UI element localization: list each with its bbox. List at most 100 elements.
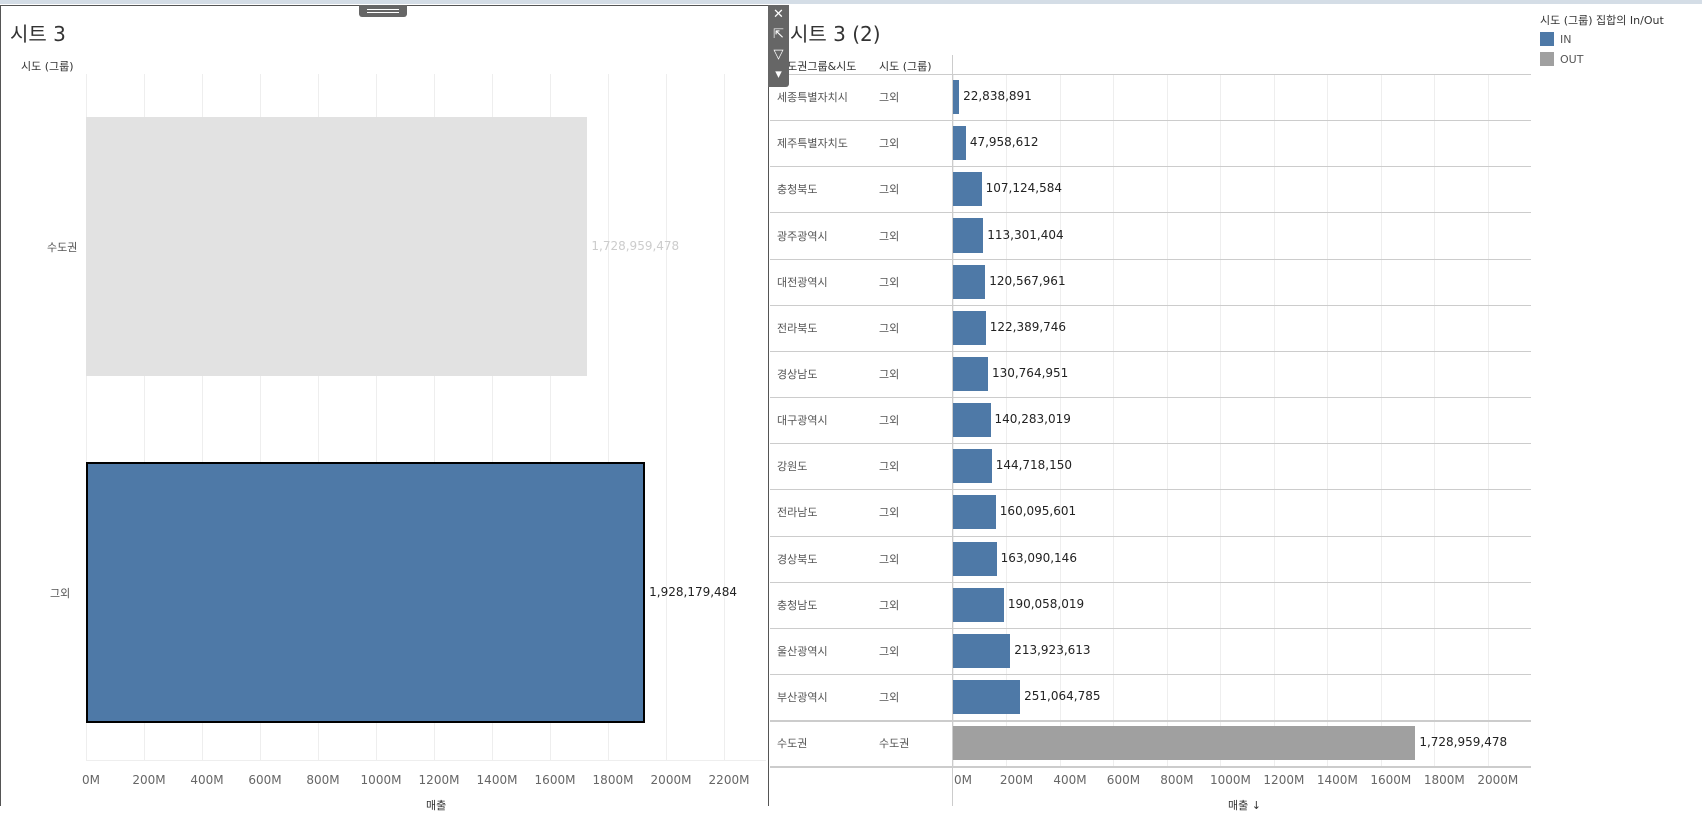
group-label[interactable]: 그외 [879,414,900,428]
bar[interactable] [953,403,991,438]
bar[interactable] [953,679,1021,715]
region-label[interactable]: 전라남도 [777,506,818,520]
x-tick-label: 2200M [708,773,750,787]
gridline [86,74,87,760]
x-tick-label: 1200M [1263,773,1305,787]
row-divider [770,304,1531,306]
group-label[interactable]: 그외 [879,552,900,566]
legend-item-in[interactable]: IN [1540,32,1664,46]
x-tick-label: 1400M [476,773,518,787]
region-label[interactable]: 울산광역시 [777,644,828,658]
row-divider [770,673,1531,675]
x-tick-label: 1200M [418,773,460,787]
bar[interactable] [953,587,1004,622]
row-divider [770,766,1531,769]
bar[interactable] [953,633,1011,668]
bar[interactable] [953,541,997,576]
bar[interactable] [953,218,984,253]
group-label[interactable]: 그외 [879,91,900,105]
group-label[interactable]: 그외 [879,598,900,612]
menu-dropdown-icon[interactable]: ▾ [775,67,782,82]
region-label[interactable]: 세종특별자치시 [777,91,848,105]
bar[interactable] [953,495,996,530]
row-divider [770,581,1531,583]
gridline [1273,74,1275,767]
sheet-title: 시트 3 [10,22,66,46]
bar[interactable] [953,80,960,115]
gridline [608,74,609,760]
gridline [202,74,203,760]
bar-value-label: 251,064,785 [1024,689,1101,704]
group-label[interactable]: 그외 [879,644,900,658]
group-label[interactable]: 그외 [879,229,900,243]
bar-value-label: 120,567,961 [989,273,1066,288]
top-border [0,0,1702,4]
filter-icon[interactable]: ▽ [773,47,784,62]
bar-value-label: 1,928,179,484 [649,584,737,599]
group-label[interactable]: 그외 [879,321,900,335]
bar-value-label: 122,389,746 [989,319,1067,334]
group-label[interactable]: 수도권 [879,737,910,751]
bar-value-label: 163,090,146 [1000,550,1077,565]
region-label[interactable]: 제주특별자치도 [777,137,848,151]
group-label[interactable]: 그외 [879,183,900,197]
row-divider [770,397,1531,399]
x-tick-label: 800M [306,773,340,787]
bar[interactable] [86,117,588,376]
row-divider [770,627,1531,629]
column-header-group: 시도 (그룹) [879,60,932,73]
gridline [1059,74,1061,767]
region-label[interactable]: 경상남도 [777,367,818,381]
x-tick-label: 1800M [592,773,634,787]
region-label[interactable]: 충청북도 [777,183,818,197]
region-label[interactable]: 대구광역시 [777,414,828,428]
drag-handle[interactable] [359,5,407,17]
region-label[interactable]: 경상북도 [777,552,818,566]
row-divider [770,443,1531,445]
x-tick-label: 1600M [534,773,576,787]
legend-title: 시도 (그룹) 집합의 In/Out [1540,14,1664,27]
gridline [318,74,319,760]
gridline [1327,74,1329,767]
bar[interactable] [86,462,646,723]
bar-value-label: 1,728,959,478 [1419,735,1508,750]
region-label[interactable]: 수도권 [777,737,808,751]
bar-value-label: 1,728,959,478 [591,238,680,253]
bar[interactable] [953,172,982,207]
region-label[interactable]: 충청남도 [777,598,818,612]
region-label[interactable]: 대전광역시 [777,275,828,289]
group-label[interactable]: 그외 [879,275,900,289]
group-label[interactable]: 그외 [879,460,900,474]
row-divider [770,350,1531,352]
open-external-icon[interactable]: ⇱ [773,27,784,42]
gridline [144,74,145,760]
x-tick-label: 2000M [650,773,692,787]
region-label[interactable]: 전라북도 [777,321,818,335]
row-divider [770,720,1531,723]
close-icon[interactable]: ✕ [773,7,784,22]
x-tick-label: 600M [1106,773,1141,787]
x-axis-title: 매출 [426,799,447,812]
x-tick-label: 1000M [1209,773,1251,787]
bar[interactable] [953,726,1416,761]
group-label[interactable]: 그외 [879,137,900,151]
row-divider [770,120,1531,122]
bar[interactable] [953,310,986,345]
x-tick-label: 1000M [360,773,402,787]
region-label[interactable]: 강원도 [777,460,808,474]
region-label[interactable]: 광주광역시 [777,229,828,243]
group-label[interactable]: 그외 [879,691,900,705]
bar[interactable] [953,356,988,392]
group-label[interactable]: 그외 [879,506,900,520]
group-label[interactable]: 그외 [879,367,900,381]
legend-item-out[interactable]: OUT [1540,52,1664,66]
sheet-title-2: 시트 3 (2) [790,22,881,46]
legend-swatch [1540,32,1554,46]
bar[interactable] [953,126,966,161]
sheet-toolbar: ✕ ⇱ ▽ ▾ [768,5,789,87]
bar-value-label: 144,718,150 [995,458,1073,473]
bar[interactable] [953,264,986,299]
region-label[interactable]: 부산광역시 [777,691,828,705]
bar[interactable] [953,449,992,484]
pane-divider [952,55,953,806]
